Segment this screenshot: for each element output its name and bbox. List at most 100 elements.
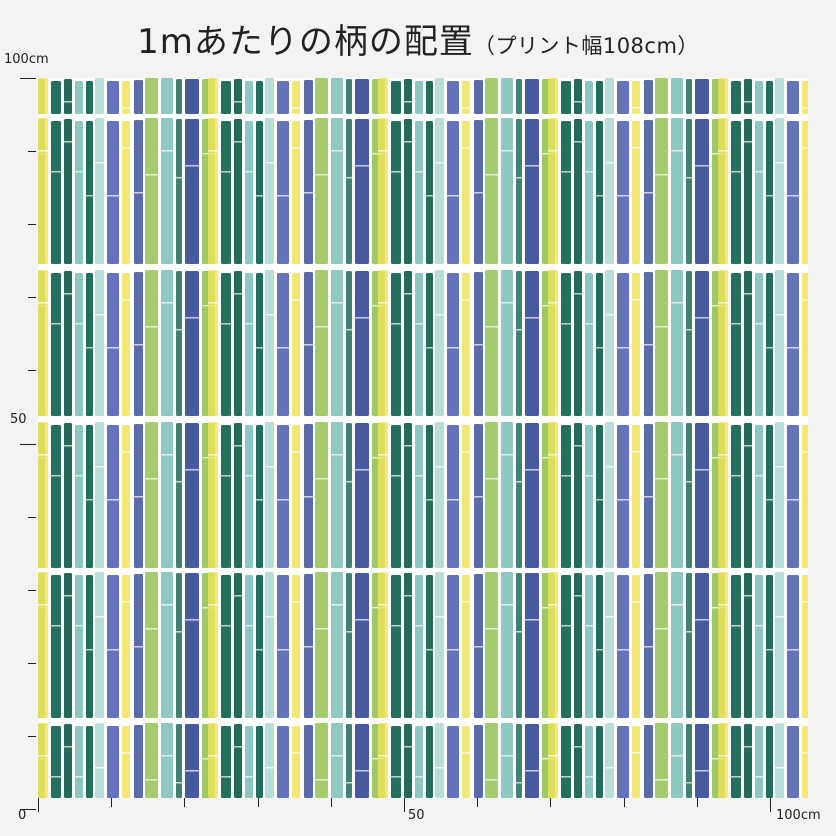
bamboo-node [86,195,93,197]
bamboo-node [208,150,218,152]
bamboo-node [234,141,242,143]
bamboo-node [585,625,593,627]
bamboo-stalk [64,79,72,114]
bamboo-stalk [378,572,388,718]
bamboo-node [787,347,799,349]
bamboo-node [378,755,388,757]
bamboo-stalk [277,726,289,798]
bamboo-node [404,445,412,447]
bamboo-stalk [315,270,328,416]
bamboo-node [122,107,130,109]
bamboo-stalk [245,81,253,114]
bamboo-stalk [802,726,808,798]
bamboo-node [525,469,539,471]
left-ruler [20,78,36,810]
bamboo-stalk [378,78,388,114]
bamboo-node [134,496,143,498]
bamboo-node [574,445,582,447]
bamboo-node [644,646,653,648]
bamboo-node [585,171,593,173]
bamboo-stalk [391,121,401,264]
bamboo-stalk [501,78,513,114]
bamboo-node [585,323,593,325]
bamboo-node [64,595,72,597]
bamboo-node [234,101,242,103]
bamboo-stalk [315,723,328,798]
bamboo-stalk [585,575,593,718]
bamboo-stalk [435,723,444,798]
bamboo-stalk [561,121,571,264]
bamboo-node [755,776,763,778]
bamboo-stalk [775,78,784,114]
bamboo-stalk [787,121,799,264]
bamboo-node [744,445,752,447]
bamboo-stalk [208,118,218,264]
bamboo-stalk [802,81,808,114]
bamboo-stalk [404,573,412,718]
bamboo-node [355,619,369,621]
bamboo-node [617,649,629,651]
bamboo-node [378,604,388,606]
bamboo-node [304,192,313,194]
bamboo-stalk [86,81,93,114]
bamboo-node [256,347,263,349]
bamboo-node [501,302,513,304]
bamboo-stalk [744,119,752,264]
bamboo-node [632,147,640,149]
bamboo-node [655,779,668,781]
bamboo-stalk [671,78,683,114]
bamboo-node [134,192,143,194]
bamboo-node [644,192,653,194]
bamboo-stalk [277,121,289,264]
bamboo-stalk [161,78,173,114]
bamboo-node [775,767,784,769]
bamboo-stalk [435,422,444,568]
bamboo-node [766,499,773,501]
bamboo-stalk [617,575,629,718]
bamboo-stalk [574,79,582,114]
bamboo-stalk [655,572,668,718]
bamboo-stalk [435,78,444,114]
bamboo-node [86,649,93,651]
bamboo-stalk [185,573,199,718]
bottom-ruler [38,798,808,812]
left-ruler-tick [28,370,36,372]
bamboo-node [655,326,668,328]
bamboo-node [331,604,343,606]
bamboo-stalk [802,575,808,718]
bamboo-stalk [516,724,522,798]
bamboo-stalk [501,270,513,416]
bamboo-stalk [355,271,369,416]
bamboo-node [632,601,640,603]
bamboo-node [107,499,119,501]
bamboo-stalk [462,575,470,718]
bamboo-stalk [474,725,483,798]
bamboo-stalk [686,119,692,264]
bamboo-stalk [122,575,130,718]
bamboo-stalk [51,425,61,568]
bamboo-stalk [744,423,752,568]
bamboo-stalk [122,81,130,114]
bamboo-stalk [462,425,470,568]
bamboo-node [501,604,513,606]
bamboo-node [447,195,459,197]
bamboo-stalk [404,119,412,264]
bamboo-stalk [671,572,683,718]
bamboo-pattern-image [38,78,808,798]
bamboo-node [632,299,640,301]
bamboo-stalk [122,273,130,416]
bamboo-stalk [86,425,93,568]
bamboo-node [161,604,173,606]
bamboo-node [185,469,199,471]
bamboo-node [632,107,640,109]
bamboo-stalk [516,573,522,718]
bamboo-stalk [501,572,513,718]
bamboo-stalk [718,723,728,798]
bamboo-stalk [355,724,369,798]
bamboo-stalk [38,572,48,718]
bamboo-node [516,481,522,483]
bamboo-stalk [221,273,231,416]
bamboo-node [525,770,539,772]
bamboo-stalk [95,270,104,416]
bottom-axis-origin-label: 0 [18,808,27,823]
